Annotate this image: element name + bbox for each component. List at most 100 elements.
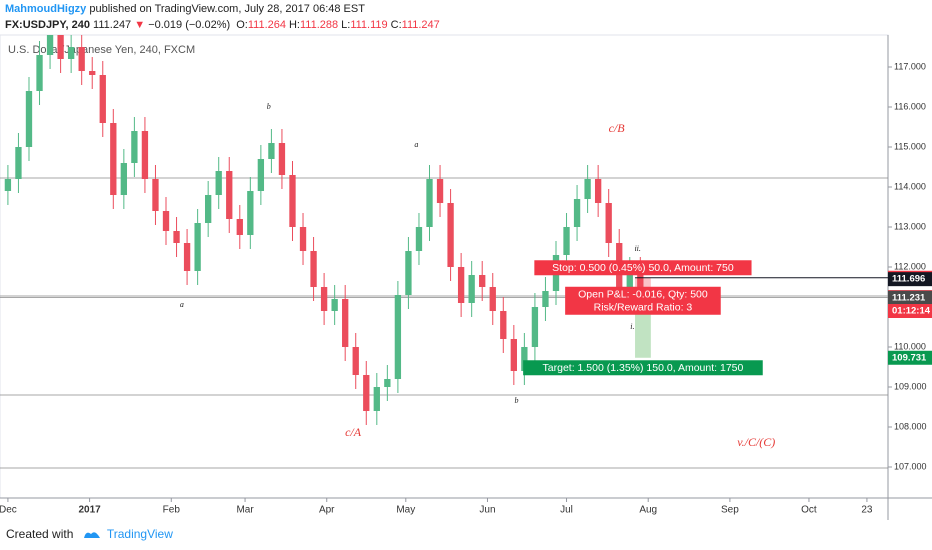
candle-body — [99, 75, 106, 123]
candle-body — [584, 179, 591, 199]
x-tick-label: Mar — [236, 505, 254, 516]
chart: U.S. Dollar/Japanese Yen, 240, FXCM Stop… — [0, 34, 932, 520]
x-tick-label: Jul — [560, 505, 573, 516]
x-tick-label: Sep — [721, 505, 739, 516]
candle-body — [78, 47, 85, 71]
logo — [83, 532, 100, 538]
x-tick-label: Aug — [639, 505, 657, 516]
candle-body — [489, 287, 496, 311]
x-tick-label: 23 — [861, 505, 873, 516]
candle-body — [67, 47, 75, 59]
target-box: Target: 1.500 (1.35%) 150.0, Amount: 175… — [523, 360, 763, 376]
candle-body — [637, 271, 644, 298]
symbol-line: FX:USDJPY, 240 111.247 ▼ −0.019 (−0.02%)… — [5, 19, 440, 31]
stop-label: Stop: 0.500 (0.45%) 50.0, Amount: 750 — [552, 262, 734, 274]
header-line: MahmoudHigzy published on TradingView.co… — [5, 3, 365, 15]
price-label-bg — [888, 290, 932, 305]
candle-body — [46, 35, 54, 55]
candle-body — [415, 227, 423, 251]
price-label: 109.731 — [892, 352, 927, 363]
y-tick-label: 115.000 — [894, 141, 926, 151]
target-label: Target: 1.500 (1.35%) 150.0, Amount: 175… — [543, 362, 744, 374]
candle-body — [57, 35, 64, 59]
y-tick-label: 113.000 — [894, 221, 926, 231]
candle-body — [468, 275, 475, 303]
candle-body — [447, 203, 454, 267]
candle-body — [331, 299, 338, 311]
candle-body — [152, 179, 159, 211]
change: −0.019 (−0.02%) — [148, 19, 231, 31]
candle-body — [257, 159, 265, 191]
y-tick-label: 112.000 — [894, 261, 926, 271]
x-tick-label: Apr — [319, 505, 335, 516]
stop-box: Stop: 0.500 (0.45%) 50.0, Amount: 750 — [534, 260, 752, 276]
candle-body — [4, 179, 12, 191]
ohlc-value: 111.288 — [299, 19, 339, 31]
candle-body — [131, 131, 138, 163]
ohlc-value: 111.247 — [401, 19, 440, 31]
wave-label: b — [267, 102, 271, 111]
symbol: FX:USDJPY, 240 — [5, 19, 90, 31]
candle-body — [310, 251, 317, 287]
plot-area — [0, 34, 889, 499]
last: 111.247 — [93, 19, 132, 31]
candle-body — [573, 199, 581, 227]
y-tick-label: 108.000 — [894, 421, 927, 431]
candle-body — [373, 387, 380, 411]
candle-body — [141, 131, 149, 179]
price-label-bg — [888, 272, 932, 287]
footer-brand[interactable]: TradingView — [106, 527, 173, 541]
candle-body — [457, 267, 465, 303]
candle-body — [384, 379, 391, 387]
ohlc-value: 111.119 — [350, 19, 388, 31]
ohlc-label: H: — [288, 19, 300, 31]
candle-body — [173, 231, 180, 243]
ohlc-value: 111.264 — [247, 19, 286, 31]
candle-body — [594, 179, 602, 203]
candle-body — [531, 307, 539, 347]
candle-body — [120, 163, 128, 195]
y-tick-label: 116.000 — [894, 101, 926, 111]
price-label-bg — [888, 350, 932, 365]
candle-body — [278, 143, 286, 175]
wave-label: v./C/(C) — [737, 435, 775, 449]
candle-body — [626, 271, 633, 287]
candle-body — [236, 219, 243, 235]
price-label: 111.696 — [892, 274, 925, 285]
candle-body — [289, 175, 296, 227]
candle-body — [205, 195, 212, 223]
wave-label: c/A — [345, 425, 362, 439]
candle-body — [542, 291, 549, 307]
countdown-bg — [888, 304, 932, 318]
candle-body — [363, 375, 370, 411]
candle-body — [426, 179, 433, 227]
x-tick-label: Feb — [163, 505, 181, 516]
wave-label: a — [414, 140, 418, 149]
wave-label: i. — [630, 322, 634, 331]
y-tick-label: 114.000 — [894, 181, 926, 191]
candle-body — [342, 299, 349, 347]
candle-body — [405, 251, 412, 295]
arrow: ▼ — [134, 19, 146, 31]
candle-body — [183, 243, 191, 271]
candle-body — [563, 227, 570, 255]
candle-body — [247, 191, 254, 235]
candle-body — [25, 91, 33, 147]
candle-body — [436, 179, 444, 203]
candle-body — [320, 287, 328, 311]
pl-label: Risk/Reward Ratio: 3 — [594, 302, 693, 314]
wave-label: c/B — [609, 121, 626, 135]
x-tick-label: Jun — [479, 505, 495, 516]
candle-body — [194, 223, 201, 271]
ohlc-label: L: — [341, 19, 351, 31]
footer: Created with TradingView — [6, 527, 173, 541]
target-bg — [523, 360, 763, 376]
author[interactable]: MahmoudHigzy — [5, 3, 87, 15]
candle-body — [510, 339, 517, 371]
candle-body — [89, 71, 96, 75]
candle-body — [36, 55, 43, 91]
candle-body — [521, 347, 528, 371]
wave-label: ii. — [634, 244, 640, 253]
wave-label: b — [514, 396, 518, 405]
candle-body — [605, 203, 612, 243]
